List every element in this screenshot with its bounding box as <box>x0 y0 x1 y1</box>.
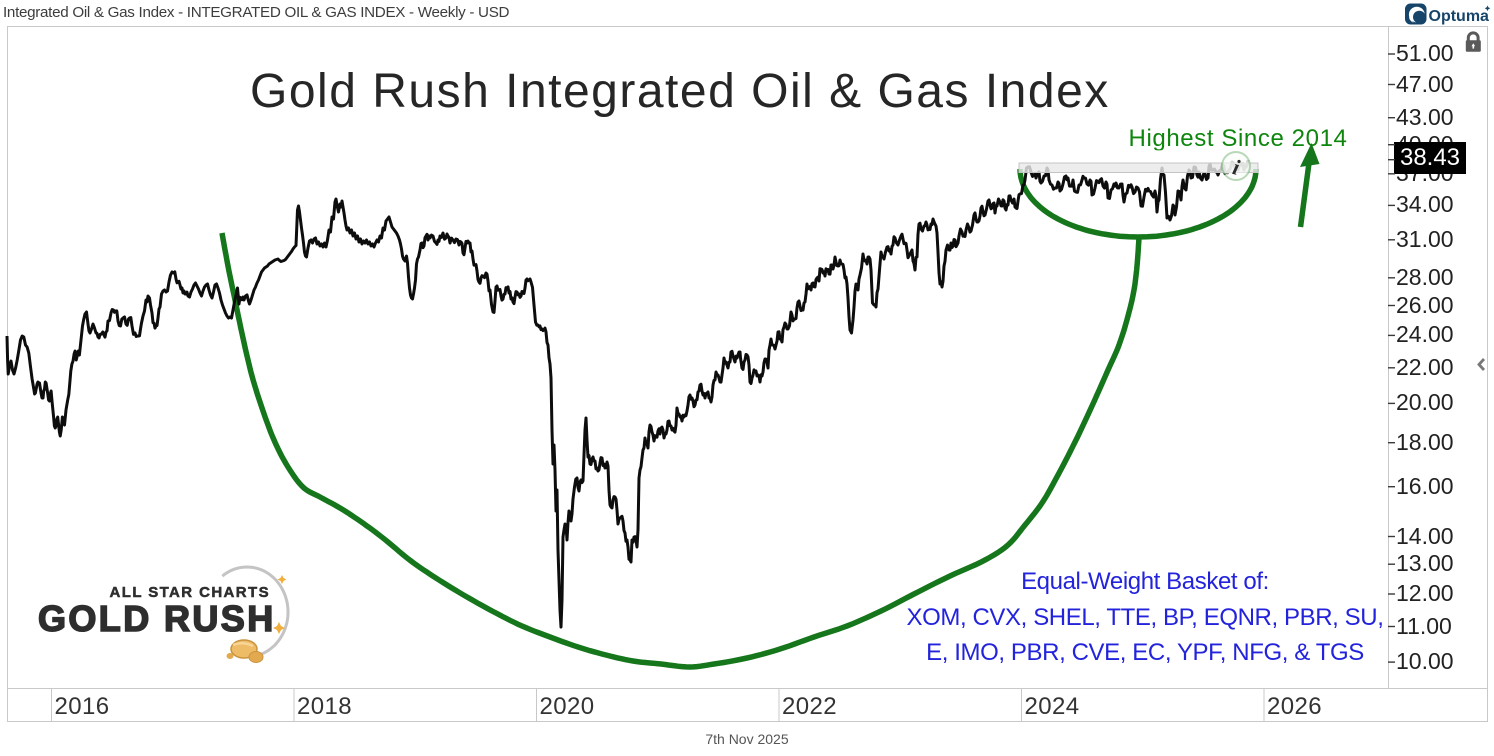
svg-text:Optuma: Optuma <box>1429 8 1490 25</box>
